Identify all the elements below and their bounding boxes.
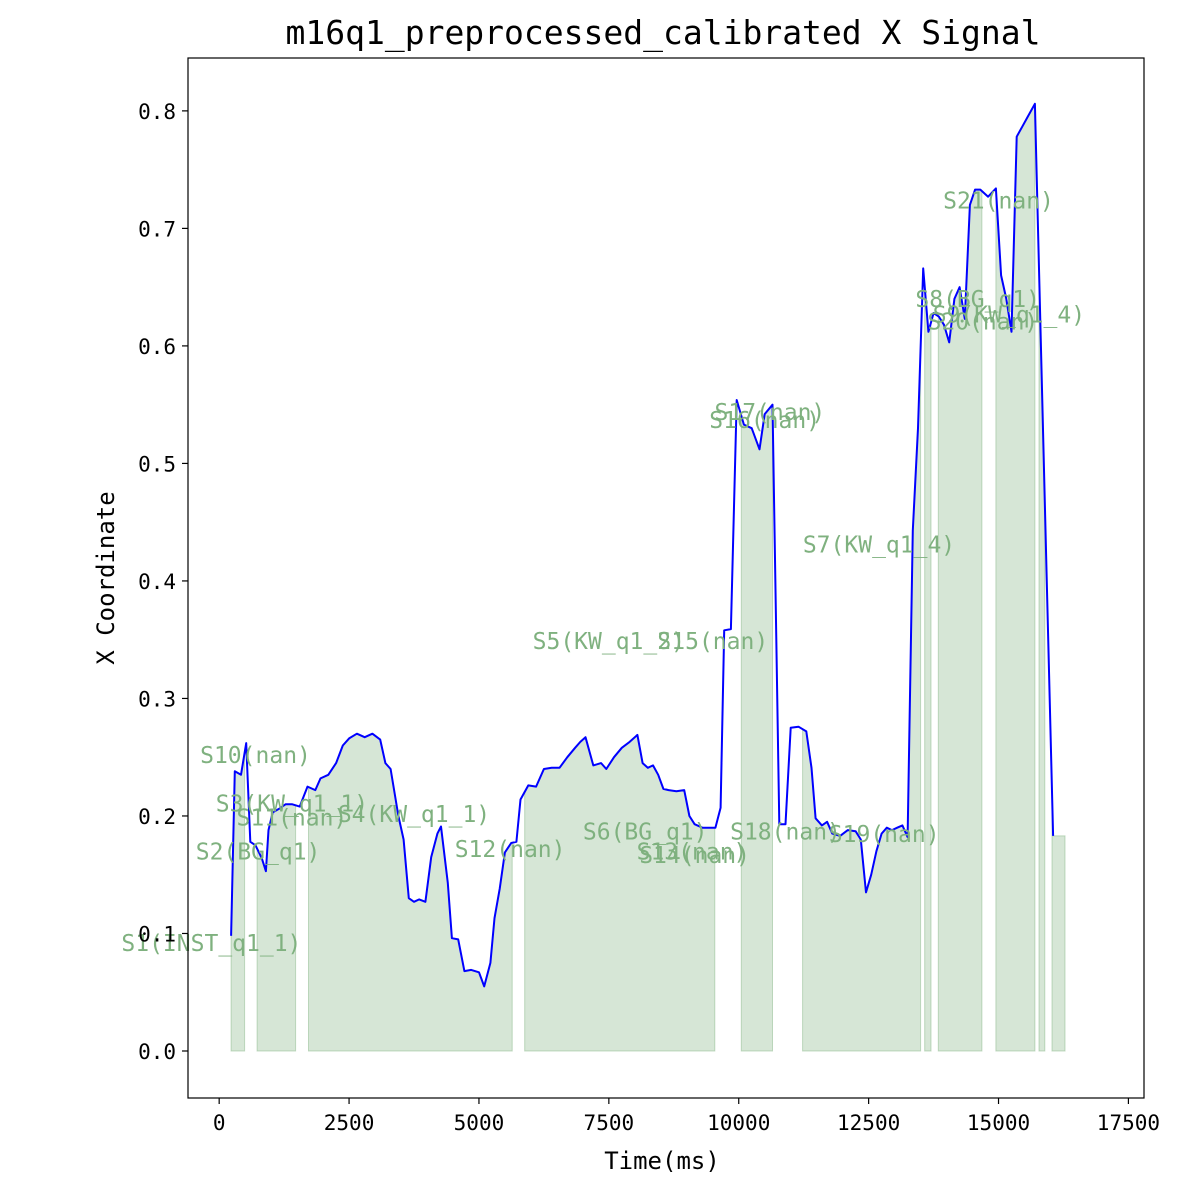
segment-label-12: S12(nan) xyxy=(455,837,566,863)
segment-label-2: S2(BG_q1) xyxy=(196,839,321,865)
segment-label-14: S14(nan) xyxy=(639,843,750,869)
x-tick-label: 0 xyxy=(213,1111,226,1135)
x-tick-label: 12500 xyxy=(837,1111,900,1135)
segment-label-4: S4(KW_q1_1) xyxy=(338,802,490,828)
x-tick-label: 7500 xyxy=(584,1111,635,1135)
y-axis-label: X Coordinate xyxy=(92,491,120,664)
segment-label-6: S6(BG_q1) xyxy=(583,820,708,846)
segment-label-11: S11(nan) xyxy=(237,805,348,831)
segment-label-21: S21(nan) xyxy=(943,188,1054,214)
segment-label-17: S17(nan) xyxy=(715,400,826,426)
signal-line-layer xyxy=(230,102,1055,988)
x-axis: 0 2500 5000 7500 10000 12500 15000 17500 xyxy=(213,1098,1160,1135)
segment-label-layer: S1(INST_q1_1) S2(BG_q1) S3(KW_q1_1)S4(KW_q… xyxy=(121,188,1085,957)
segment-label-7: S7(KW_q1_4) xyxy=(803,533,955,559)
chart-title: m16q1_preprocessed_calibrated X Signal xyxy=(286,13,1041,53)
segment-label-5: S5(KW_q1_2) xyxy=(533,629,685,655)
segment-label-8: S8(BG_q1) xyxy=(915,287,1040,313)
segment-fill-11 xyxy=(1051,794,1066,1052)
segment-label-3: S3(KW_q1_1) xyxy=(216,791,368,817)
y-tick-label: 0.5 xyxy=(138,452,176,476)
x-tick-label: 17500 xyxy=(1097,1111,1160,1135)
y-tick-label: 0.2 xyxy=(138,805,176,829)
segment-label-1: S1(INST_q1_1) xyxy=(121,931,301,957)
y-tick-label: 0.0 xyxy=(138,1040,176,1064)
y-tick-label: 0.1 xyxy=(138,922,176,946)
segment-fill-5 xyxy=(740,403,773,1052)
y-tick-label: 0.8 xyxy=(138,100,176,124)
y-tick-label: 0.6 xyxy=(138,335,176,359)
segment-label-20: S20(nan) xyxy=(928,310,1039,336)
y-axis: 0.0 0.1 0.2 0.3 0.4 0.5 0.6 0.7 0.8 xyxy=(138,100,188,1064)
signal-line xyxy=(230,102,1055,988)
segment-fill-7 xyxy=(924,287,932,1052)
segment-label-9: S9(KW_q1_4) xyxy=(933,302,1085,328)
segment-label-19: S19(nan) xyxy=(829,822,940,848)
y-tick-label: 0.4 xyxy=(138,570,176,594)
segment-label-18: S18(nan) xyxy=(730,820,841,846)
y-tick-label: 0.7 xyxy=(138,217,176,241)
x-tick-label: 15000 xyxy=(967,1111,1030,1135)
segment-label-15: S15(nan) xyxy=(657,629,768,655)
x-tick-label: 5000 xyxy=(454,1111,505,1135)
y-tick-label: 0.3 xyxy=(138,687,176,711)
segment-label-10: S10(nan) xyxy=(200,743,311,769)
segment-label-16: S16(nan) xyxy=(709,408,820,434)
segment-fill-layer xyxy=(230,103,1066,1052)
x-tick-label: 2500 xyxy=(324,1111,375,1135)
x-axis-label: Time(ms) xyxy=(604,1147,720,1175)
segment-label-13: S13(nan) xyxy=(637,839,748,865)
plot-frame xyxy=(187,57,1145,1099)
x-tick-label: 10000 xyxy=(707,1111,770,1135)
